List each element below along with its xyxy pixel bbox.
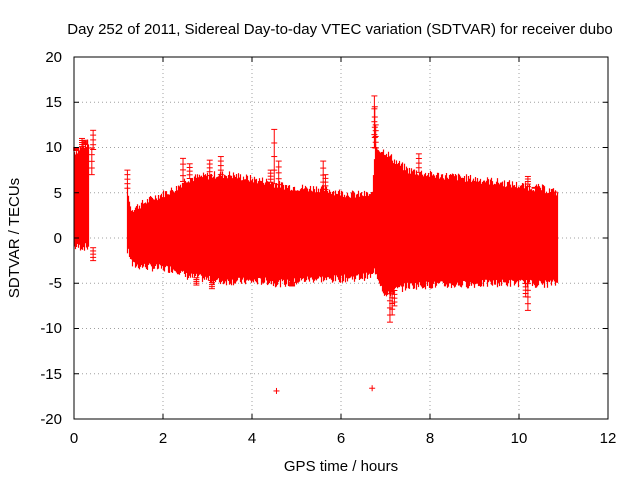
- x-tick-label: 4: [248, 430, 256, 447]
- data-series-sdtvar: [73, 95, 559, 394]
- x-tick-labels: 0 2 4 6 8 10 12: [70, 430, 617, 447]
- x-tick-label: 2: [159, 430, 167, 447]
- x-tick-label: 8: [426, 430, 434, 447]
- x-tick-label: 10: [511, 430, 528, 447]
- y-tick-label: 15: [45, 94, 62, 111]
- x-axis-label: GPS time / hours: [284, 458, 398, 475]
- x-tick-label: 12: [600, 430, 617, 447]
- y-axis-label: SDTVAR / TECUs: [6, 178, 23, 298]
- y-tick-label: 5: [54, 185, 62, 202]
- x-tick-label: 0: [70, 430, 78, 447]
- chart-title: Day 252 of 2011, Sidereal Day-to-day VTE…: [67, 21, 613, 38]
- y-tick-label: -5: [49, 275, 62, 292]
- axis-ticks: [73, 56, 609, 420]
- y-tick-label: 20: [45, 49, 62, 66]
- y-tick-label: -20: [40, 411, 62, 428]
- y-tick-label: -15: [40, 366, 62, 383]
- y-tick-label: -10: [40, 320, 62, 337]
- y-tick-labels: 20 15 10 5 0 -5 -10 -15 -20: [40, 49, 62, 428]
- x-tick-label: 6: [337, 430, 345, 447]
- y-tick-label: 10: [45, 139, 62, 156]
- y-tick-label: 0: [54, 230, 62, 247]
